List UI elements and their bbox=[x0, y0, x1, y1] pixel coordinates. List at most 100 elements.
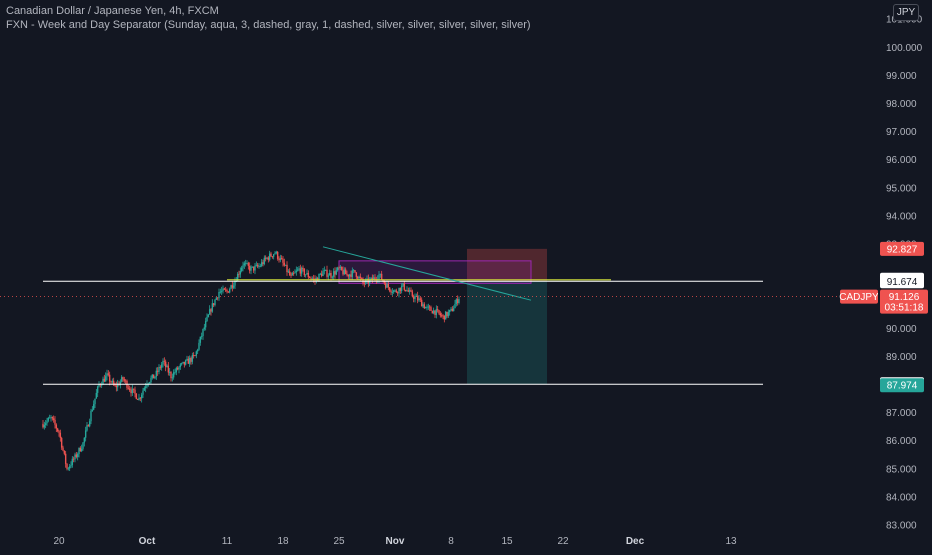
candle bbox=[112, 380, 115, 385]
candle bbox=[207, 314, 210, 318]
candle bbox=[328, 272, 331, 276]
price-tick-label: 96.000 bbox=[886, 155, 917, 166]
candle bbox=[408, 290, 411, 292]
candle bbox=[84, 430, 87, 438]
countdown-timer: 03:51:18 bbox=[885, 303, 924, 314]
candle bbox=[211, 303, 214, 312]
price-label-bg bbox=[880, 274, 924, 289]
symbol-label-text: CADJPY bbox=[839, 292, 879, 303]
candle bbox=[404, 289, 407, 292]
candle bbox=[139, 397, 142, 399]
candle bbox=[154, 376, 156, 379]
candle bbox=[131, 388, 134, 394]
price-tick-label: 100.000 bbox=[886, 43, 923, 54]
candle bbox=[360, 278, 363, 279]
candle bbox=[287, 271, 290, 273]
candle bbox=[230, 285, 232, 290]
candle bbox=[396, 292, 399, 294]
candle bbox=[140, 394, 143, 399]
candle bbox=[163, 360, 166, 362]
candle bbox=[212, 303, 215, 306]
candle bbox=[278, 258, 280, 261]
candle bbox=[120, 377, 123, 382]
candle bbox=[387, 284, 390, 288]
candle bbox=[200, 335, 203, 337]
price-tick-label: 84.000 bbox=[886, 492, 917, 503]
candle bbox=[291, 273, 294, 276]
candle bbox=[216, 297, 219, 299]
candle bbox=[94, 398, 96, 405]
candle bbox=[303, 269, 306, 276]
candle bbox=[86, 425, 88, 431]
candle bbox=[335, 270, 338, 275]
candle bbox=[312, 278, 315, 280]
candle bbox=[96, 386, 99, 393]
candle bbox=[72, 458, 75, 460]
candle bbox=[79, 447, 82, 452]
candle bbox=[151, 374, 154, 378]
candle bbox=[384, 283, 387, 288]
candle bbox=[136, 398, 139, 400]
candle bbox=[210, 309, 212, 312]
candle bbox=[135, 393, 138, 399]
candle bbox=[426, 306, 428, 308]
candle bbox=[224, 289, 227, 291]
candle bbox=[259, 265, 262, 267]
position-target-zone bbox=[467, 281, 547, 385]
candle bbox=[92, 404, 95, 410]
candle bbox=[284, 264, 287, 266]
candle bbox=[59, 432, 62, 438]
candle bbox=[55, 424, 58, 429]
candle bbox=[332, 271, 335, 277]
candle bbox=[447, 312, 450, 317]
chart-legend: Canadian Dollar / Japanese Yen, 4h, FXCM… bbox=[6, 4, 531, 32]
candle bbox=[80, 448, 83, 452]
candle bbox=[252, 266, 255, 271]
price-label-text: 92.827 bbox=[887, 244, 918, 255]
candle bbox=[326, 269, 328, 277]
candle bbox=[134, 389, 136, 394]
currency-badge[interactable]: JPY bbox=[893, 4, 919, 21]
candle bbox=[71, 458, 74, 466]
candle bbox=[343, 269, 346, 275]
candle bbox=[108, 374, 111, 382]
candle bbox=[352, 270, 355, 271]
candle bbox=[272, 254, 275, 257]
candle bbox=[400, 285, 403, 291]
candle bbox=[196, 349, 199, 352]
candle bbox=[155, 370, 158, 377]
candle bbox=[164, 361, 167, 368]
candle bbox=[330, 272, 332, 278]
candle bbox=[182, 361, 184, 364]
time-tick-label: 8 bbox=[448, 536, 454, 547]
candle bbox=[446, 311, 448, 317]
last-price-value: 91.126 bbox=[889, 292, 920, 303]
candle bbox=[242, 265, 244, 268]
candle bbox=[152, 374, 155, 379]
candle bbox=[438, 310, 440, 314]
trend-line bbox=[322, 246, 532, 301]
candle bbox=[434, 310, 436, 315]
candle bbox=[48, 417, 51, 419]
candle bbox=[246, 263, 248, 264]
candle bbox=[323, 270, 326, 272]
candle bbox=[238, 273, 240, 275]
candle bbox=[390, 290, 392, 293]
price-tick-label: 83.000 bbox=[886, 521, 917, 532]
position-stop-zone bbox=[467, 248, 547, 282]
candle bbox=[283, 262, 286, 266]
candle bbox=[398, 287, 400, 294]
candle bbox=[358, 276, 360, 279]
candle bbox=[142, 390, 144, 395]
price-tick-label: 89.000 bbox=[886, 352, 917, 363]
candle bbox=[292, 273, 295, 274]
candle bbox=[304, 274, 307, 276]
candle bbox=[51, 416, 54, 419]
candle bbox=[327, 275, 330, 277]
candle bbox=[68, 466, 71, 469]
candle bbox=[54, 419, 56, 425]
candle bbox=[70, 465, 72, 467]
candle bbox=[234, 281, 236, 286]
